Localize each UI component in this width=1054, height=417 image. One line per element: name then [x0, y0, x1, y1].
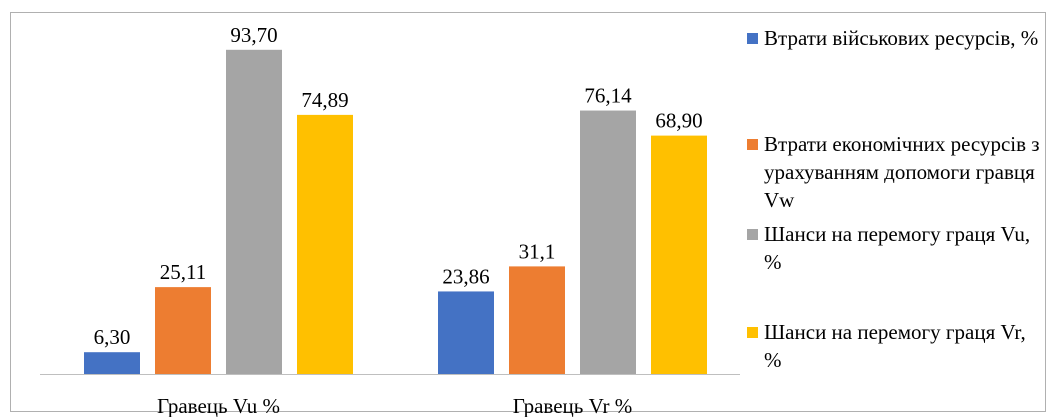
bar: [580, 110, 636, 374]
bar: [651, 135, 707, 374]
data-label: 74,89: [301, 88, 348, 112]
data-label: 68,90: [655, 109, 702, 133]
legend-label: Втрати економічних ресурсів з урахування…: [764, 132, 1040, 212]
bar: [509, 266, 565, 374]
legend-label: Шанси на перемогу граця Vr, %: [764, 320, 1026, 372]
legend-swatch: [747, 229, 758, 240]
legend-swatch: [747, 33, 758, 44]
data-label: 76,14: [584, 84, 632, 108]
category-label: Гравець Vr %: [513, 394, 632, 417]
data-label: 25,11: [160, 260, 206, 284]
bar: [84, 352, 140, 374]
bar: [438, 291, 494, 374]
category-label: Гравець Vu %: [157, 394, 280, 417]
bar: [297, 114, 353, 374]
bar: [226, 49, 282, 374]
data-label: 31,1: [519, 239, 556, 263]
legend-swatch: [747, 139, 758, 150]
data-label: 93,70: [230, 23, 277, 47]
legend-label: Шанси на перемогу граця Vu, %: [764, 222, 1031, 274]
data-label: 6,30: [94, 325, 131, 349]
legend-swatch: [747, 327, 758, 338]
legend-label: Втрати військових ресурсів, %: [764, 26, 1039, 50]
bar: [155, 287, 211, 374]
data-label: 23,86: [442, 264, 489, 288]
